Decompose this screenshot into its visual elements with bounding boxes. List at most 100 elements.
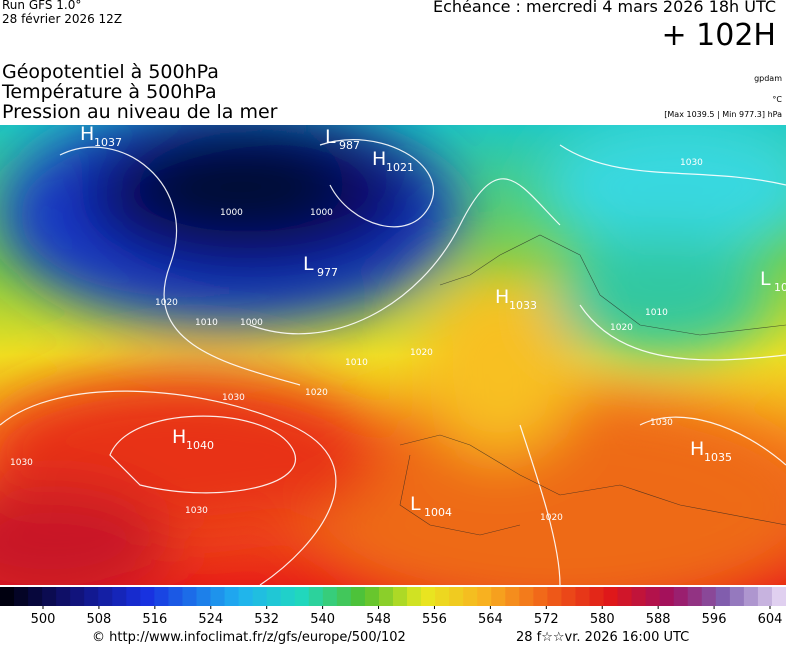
- center-type: L: [303, 253, 314, 275]
- colorbar-swatch: [182, 587, 197, 606]
- colorbar-label: 580: [590, 612, 615, 627]
- colorbar-label: 548: [366, 612, 391, 627]
- colorbar-swatch: [603, 587, 619, 606]
- colorbar-swatch: [435, 587, 450, 606]
- colorbar-swatch: [294, 587, 310, 606]
- colorbar-swatch: [463, 587, 478, 606]
- colorbar-swatch: [477, 587, 492, 606]
- colorbar-label: 564: [478, 612, 503, 627]
- colorbar-swatch: [252, 587, 268, 606]
- run: Run GFS 1.0°: [2, 0, 82, 12]
- colorbar-swatch: [210, 587, 226, 606]
- center-type: L: [760, 268, 771, 290]
- colorbar-swatch: [673, 587, 689, 606]
- isobar-label: 1000: [220, 208, 243, 218]
- colorbar-swatch: [645, 587, 661, 606]
- lead-time: + 102H: [661, 18, 777, 53]
- colorbar-swatch: [687, 587, 703, 606]
- center-value: 1037: [94, 136, 122, 149]
- center-type: H: [372, 148, 386, 170]
- colorbar-swatch: [715, 587, 731, 606]
- colorbar-swatch: [771, 587, 786, 606]
- colorbar-swatch: [407, 587, 422, 606]
- colorbar-label: 556: [422, 612, 447, 627]
- run-date: 28 février 2026 12Z: [2, 12, 123, 26]
- colorbar-swatch: [322, 587, 338, 606]
- isobar-label: 1030: [680, 158, 703, 168]
- isobar-label: 1010: [645, 308, 668, 318]
- colorbar-swatch: [224, 587, 240, 606]
- colorbar-swatch: [589, 587, 605, 606]
- isobar-label: 1020: [155, 298, 178, 308]
- colorbar-swatch: [449, 587, 464, 606]
- center-type: H: [495, 286, 509, 308]
- isobar-label: 1020: [540, 513, 563, 523]
- colorbar-swatch: [421, 587, 436, 606]
- colorbar-label: 532: [254, 612, 279, 627]
- colorbar-swatch: [112, 587, 127, 606]
- colorbar-swatch: [308, 587, 324, 606]
- colorbar-swatch: [42, 587, 57, 606]
- unit: [Max 1039.5 | Min 977.3] hPa: [664, 110, 782, 119]
- colorbar-swatch: [659, 587, 675, 606]
- colorbar: 500 508 516 524 532 540 548 556 564 572 580 588 596 6…: [0, 587, 786, 627]
- colorbar-swatch: [280, 587, 296, 606]
- isobar-label: 1030: [10, 458, 33, 468]
- center-type: H: [172, 426, 186, 448]
- isobar-label: 1030: [650, 418, 673, 428]
- field: Température à 500hPa: [2, 81, 217, 103]
- colorbar-swatch: [533, 587, 548, 606]
- colorbar-swatch: [561, 587, 576, 606]
- field: Pression au niveau de la mer: [2, 101, 278, 123]
- center-value: 987: [339, 139, 360, 152]
- isobar-label: 1030: [185, 506, 208, 516]
- colorbar-swatch: [336, 587, 352, 606]
- colorbar-swatch: [505, 587, 520, 606]
- colorbar-swatch: [154, 587, 169, 606]
- colorbar-swatch: [378, 587, 394, 606]
- colorbar-swatch: [729, 587, 745, 606]
- center-value: 1035: [704, 451, 732, 464]
- isobar-label: 1020: [410, 348, 433, 358]
- colorbar-swatch: [28, 587, 43, 606]
- colorbar-swatch: [266, 587, 282, 606]
- colorbar-swatch: [757, 587, 773, 606]
- colorbar-swatch: [491, 587, 506, 606]
- center-type: H: [80, 125, 94, 145]
- isobar-label: 1020: [305, 388, 328, 398]
- isobar-label: 1020: [610, 323, 633, 333]
- colorbar-label: 524: [198, 612, 223, 627]
- colorbar-swatch: [14, 587, 29, 606]
- colorbar-label: 508: [87, 612, 112, 627]
- center-value: 1021: [386, 161, 414, 174]
- colorbar-swatch: [350, 587, 366, 606]
- colorbar-swatch: [617, 587, 633, 606]
- colorbar-swatch: [56, 587, 71, 606]
- center-value: 10: [774, 281, 786, 294]
- isobar-label: 1000: [240, 318, 263, 328]
- colorbar-swatch: [701, 587, 717, 606]
- colorbar-label: 500: [31, 612, 56, 627]
- colorbar-swatch: [364, 587, 380, 606]
- colorbar-swatch: [84, 587, 99, 606]
- echeance: Echéance : mercredi 4 mars 2026 18h UTC: [432, 0, 776, 16]
- timestamp: 28 f☆☆vr. 2026 16:00 UTC: [516, 630, 690, 645]
- colorbar-label: 588: [646, 612, 671, 627]
- center-value: 1004: [424, 506, 452, 519]
- center-type: L: [410, 493, 421, 515]
- colorbar-swatch: [126, 587, 141, 606]
- colorbar-label: 540: [310, 612, 335, 627]
- colorbar-label: 516: [142, 612, 167, 627]
- isobar-label: 1010: [345, 358, 368, 368]
- center-value: 1040: [186, 439, 214, 452]
- center-type: H: [690, 438, 704, 460]
- colorbar-swatch: [238, 587, 254, 606]
- center-type: L: [325, 126, 336, 148]
- colorbar-swatch: [98, 587, 113, 606]
- colorbar-label: 604: [758, 612, 783, 627]
- colorbar-swatch: [393, 587, 408, 606]
- colorbar-label: 596: [702, 612, 727, 627]
- unit: °C: [772, 95, 782, 104]
